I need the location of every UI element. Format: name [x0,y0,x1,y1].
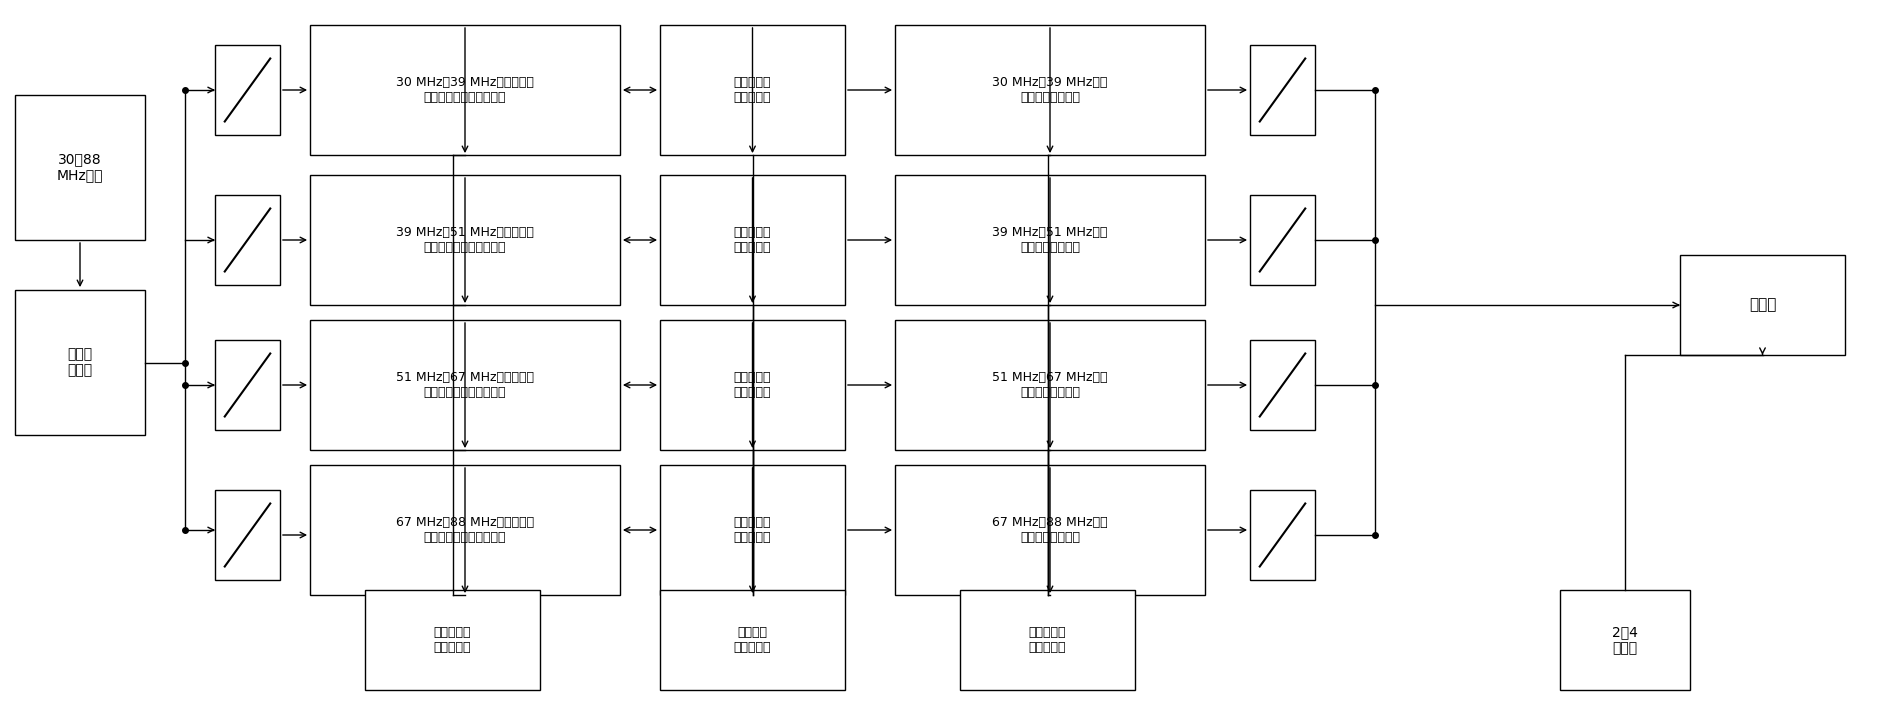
Bar [1250,195,1314,285]
Bar [1679,255,1845,355]
Text: 增益控制低
噪声放大器: 增益控制低 噪声放大器 [734,76,770,104]
Bar [961,590,1135,690]
Bar [215,45,280,135]
Bar [660,465,844,595]
Bar [215,195,280,285]
Bar [896,320,1206,450]
Text: 增益控制
数模转换器: 增益控制 数模转换器 [734,626,770,654]
Text: 30 MHz～39 MHz分段
电调谐跟踪滤波器: 30 MHz～39 MHz分段 电调谐跟踪滤波器 [993,76,1107,104]
Text: 电调谐第一
数模转换器: 电调谐第一 数模转换器 [434,626,472,654]
Text: 增益控制低
噪声放大器: 增益控制低 噪声放大器 [734,371,770,399]
Bar [310,465,620,595]
Bar [660,320,844,450]
Bar [660,175,844,305]
Bar [896,25,1206,155]
Text: 增益控制低
噪声放大器: 增益控制低 噪声放大器 [734,226,770,254]
Bar [365,590,540,690]
Bar [15,290,145,435]
Bar [896,465,1206,595]
Text: 51 MHz～67 MHz分段电调谐
集中选择窄带跟踪滤波器: 51 MHz～67 MHz分段电调谐 集中选择窄带跟踪滤波器 [396,371,534,399]
Text: 30 MHz～39 MHz分段电调谐
集中选择窄带跟踪滤波器: 30 MHz～39 MHz分段电调谐 集中选择窄带跟踪滤波器 [396,76,534,104]
Text: 2－4
译码器: 2－4 译码器 [1613,625,1638,655]
Bar [660,25,844,155]
Bar [1560,590,1691,690]
Text: 51 MHz～67 MHz分段
电调谐跟踪滤波器: 51 MHz～67 MHz分段 电调谐跟踪滤波器 [993,371,1107,399]
Bar [896,175,1206,305]
Bar [310,175,620,305]
Bar [310,320,620,450]
Text: 30～88
MHz输入: 30～88 MHz输入 [57,152,103,183]
Text: 前端保
护电路: 前端保 护电路 [67,348,93,377]
Text: 39 MHz～51 MHz分段电调谐
集中选择窄带跟踪滤波器: 39 MHz～51 MHz分段电调谐 集中选择窄带跟踪滤波器 [396,226,534,254]
Text: 增益控制低
噪声放大器: 增益控制低 噪声放大器 [734,516,770,544]
Bar [1250,340,1314,430]
Bar [15,95,145,240]
Text: 67 MHz～88 MHz分段电调谐
集中选择窄带跟踪滤波器: 67 MHz～88 MHz分段电调谐 集中选择窄带跟踪滤波器 [396,516,534,544]
Bar [310,25,620,155]
Bar [660,590,844,690]
Text: 缓冲器: 缓冲器 [1748,297,1776,312]
Bar [215,490,280,580]
Bar [215,340,280,430]
Bar [1250,45,1314,135]
Text: 67 MHz～88 MHz分段
电调谐跟踪滤波器: 67 MHz～88 MHz分段 电调谐跟踪滤波器 [993,516,1107,544]
Text: 39 MHz～51 MHz分段
电调谐跟踪滤波器: 39 MHz～51 MHz分段 电调谐跟踪滤波器 [993,226,1107,254]
Text: 电调谐第二
数模转换器: 电调谐第二 数模转换器 [1029,626,1067,654]
Bar [1250,490,1314,580]
